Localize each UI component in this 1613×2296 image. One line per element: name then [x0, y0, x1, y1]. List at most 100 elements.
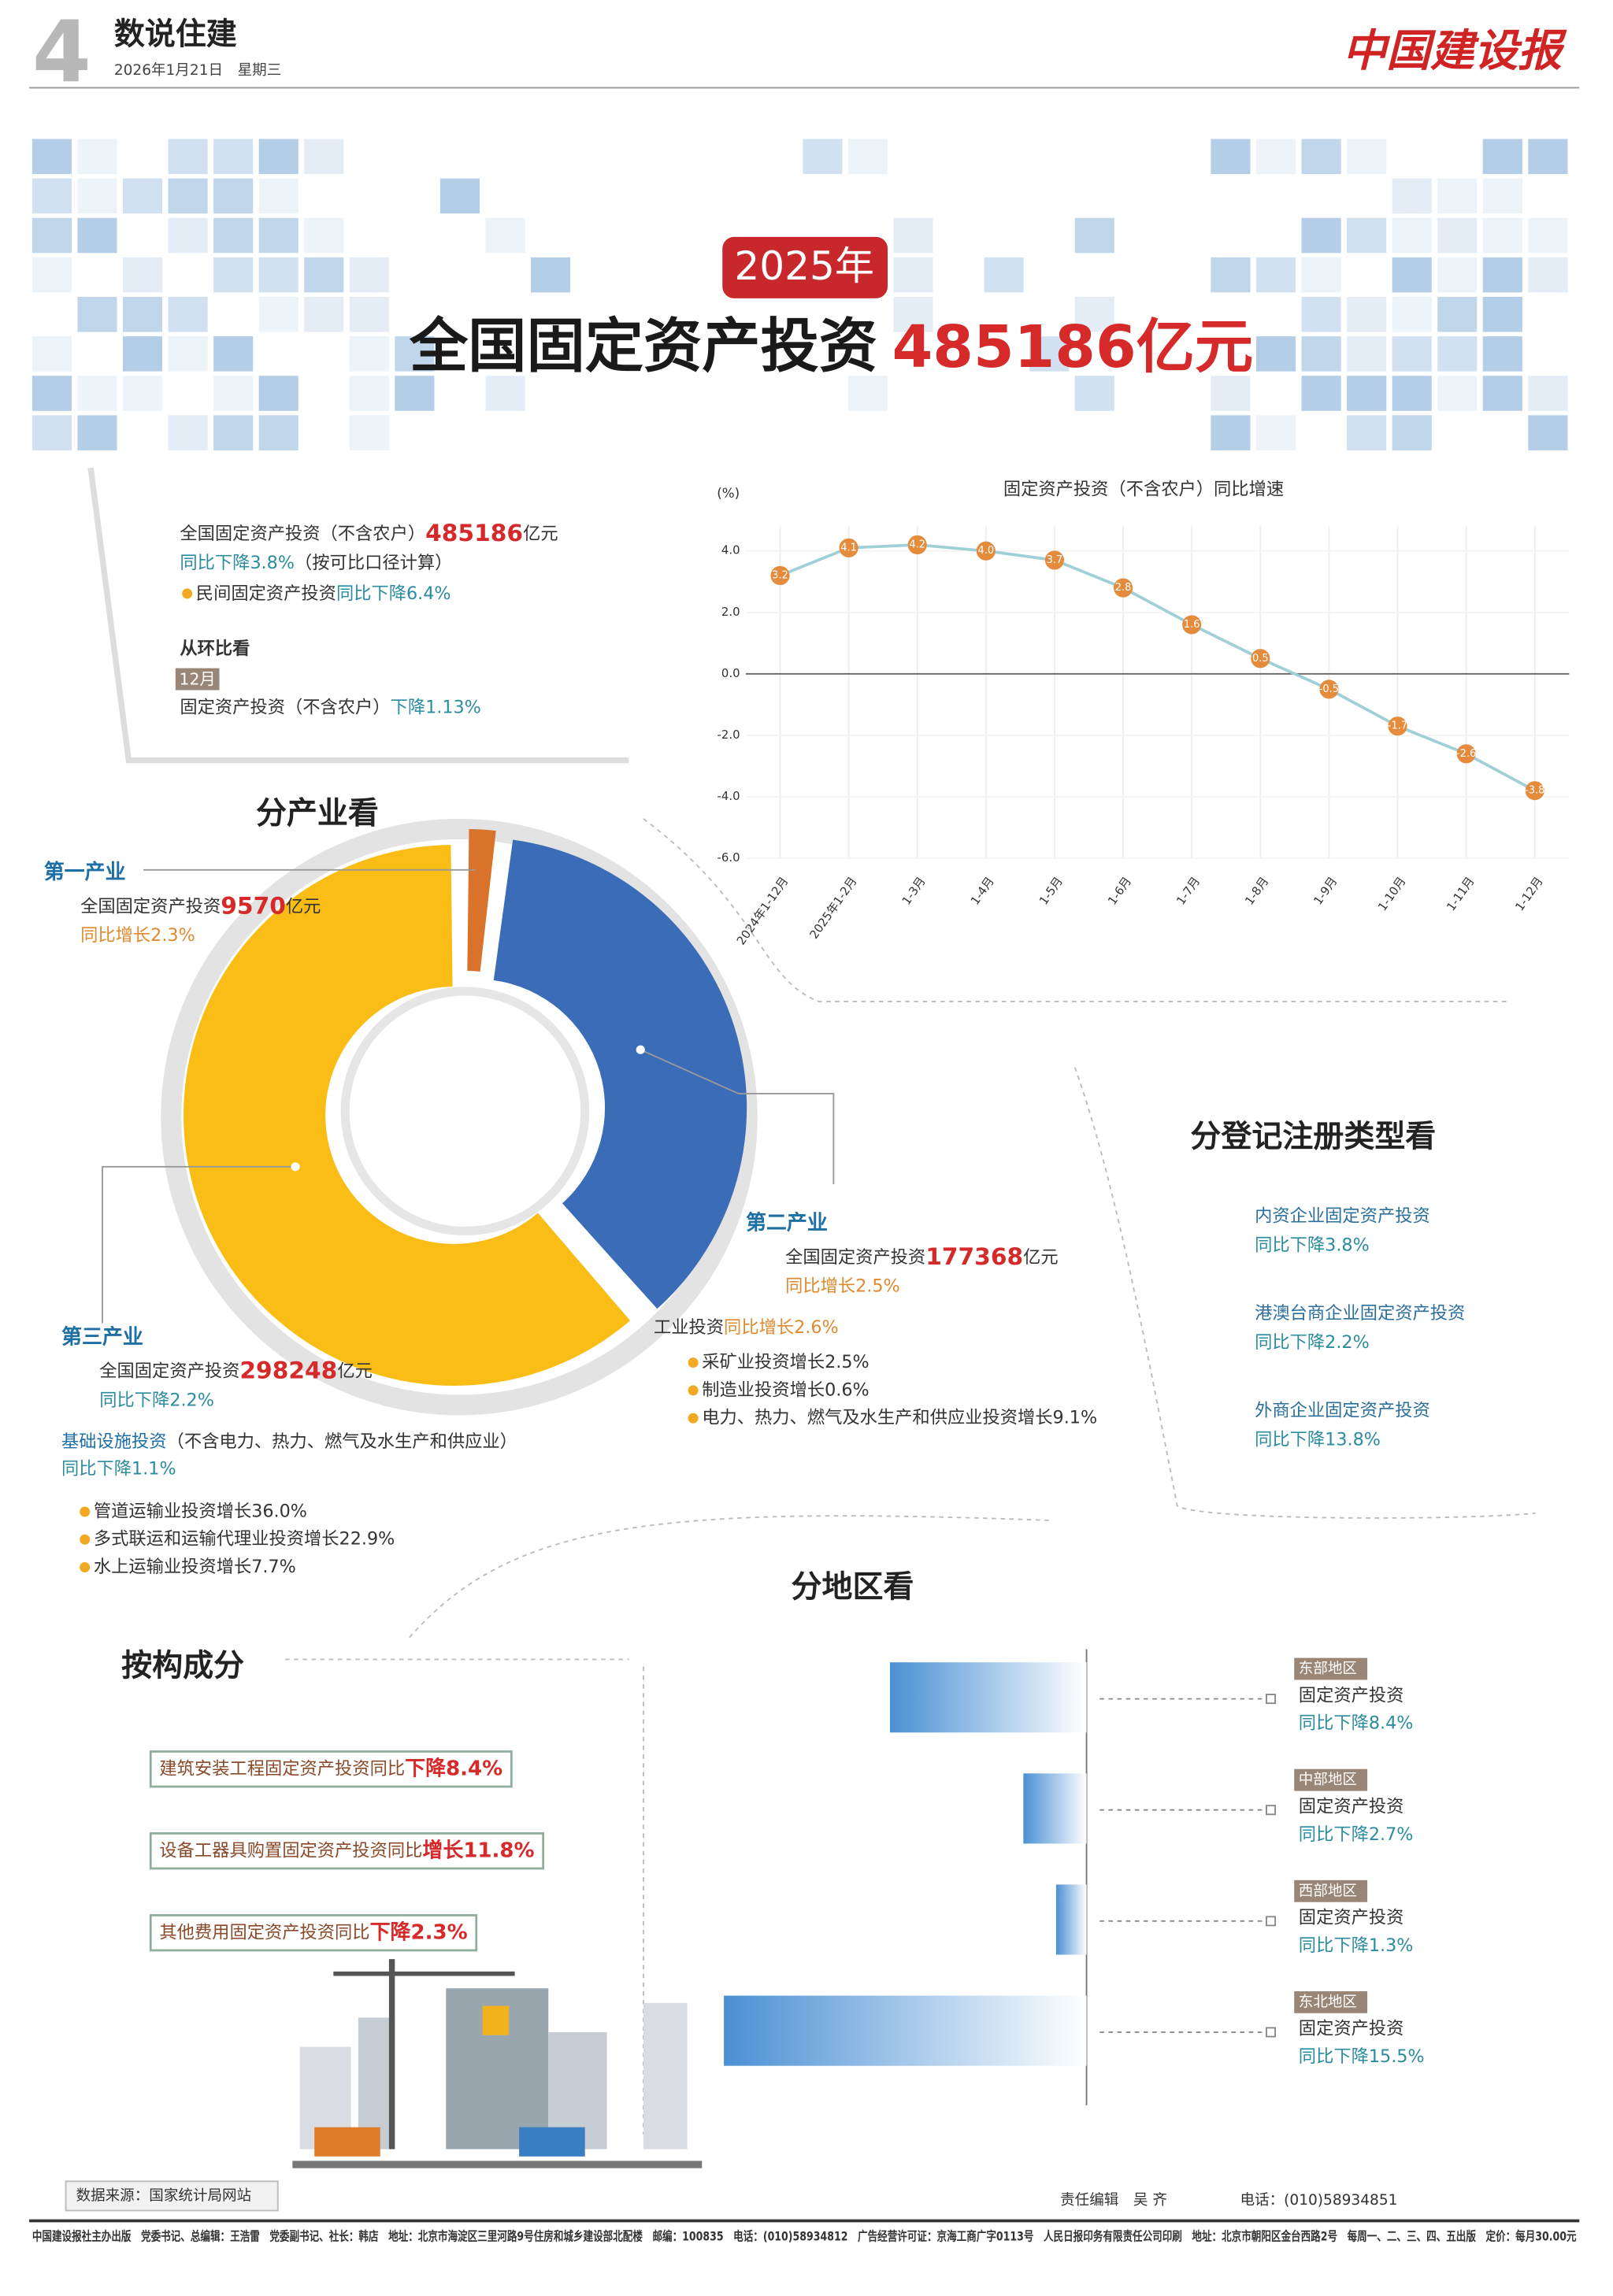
data-label: 3.7 — [1047, 554, 1063, 566]
mom-month: 12月 — [179, 669, 215, 688]
x-tick-label: 1-7月 — [1174, 874, 1203, 907]
infra-change: 同比下降1.1% — [61, 1459, 176, 1479]
mosaic-tile — [1528, 415, 1568, 450]
bullet — [80, 1562, 91, 1573]
bullet-list: 管道运输业投资增长36.0% 多式联运和运输代理业投资增长22.9% 水上运输业投资… — [80, 1501, 395, 1577]
mosaic-tile — [1301, 376, 1341, 411]
leader-dot — [636, 1045, 645, 1054]
x-tick-label: 1-12月 — [1512, 874, 1546, 913]
bar — [890, 1662, 1087, 1733]
text: 固定资产投资（不含农户） — [180, 697, 390, 717]
section-title: 数说住建 — [114, 16, 237, 52]
data-label: 4.1 — [840, 542, 857, 554]
mosaic-tile — [485, 376, 525, 411]
imprint: 中国建设报社主办出版 党委书记、总编辑：王浩雷 党委副书记、社长：韩店 地址：北… — [32, 2228, 1577, 2243]
source-box — [65, 2180, 279, 2212]
mosaic-tile — [32, 257, 72, 293]
point-marker — [1182, 615, 1202, 635]
registration-change: 同比下降13.8% — [1255, 1429, 1381, 1450]
change: 下降8.4% — [405, 1757, 502, 1780]
mosaic-tile — [1437, 376, 1478, 411]
mosaic-tile — [213, 257, 254, 293]
unit: 亿元 — [1023, 1246, 1059, 1267]
mosaic-tile — [168, 217, 208, 254]
mosaic-tile — [531, 257, 571, 293]
summary-private: 民间固定资产投资同比下降6.4% — [196, 583, 451, 603]
mosaic-tile — [258, 139, 298, 175]
section-heading: 分产业看 — [256, 795, 379, 831]
connector-end — [1266, 1916, 1277, 1927]
connector-end — [1266, 2027, 1277, 2038]
data-label: -2.6 — [1456, 748, 1476, 760]
mosaic-tile — [893, 296, 933, 332]
composition-text: 其他费用固定资产投资同比下降2.3% — [159, 1920, 467, 1944]
mosaic-tile — [803, 139, 843, 175]
ground — [292, 2161, 703, 2168]
bullet-text: 水上运输业投资增长7.7% — [94, 1557, 296, 1577]
text: 全国固定资产投资 — [80, 896, 221, 917]
composition-box — [149, 1914, 478, 1952]
industry-change: 同比增长2.3% — [80, 925, 195, 946]
unit: 亿元 — [286, 896, 321, 917]
infra-line: 基础设施投资（不含电力、热力、燃气及水生产和供应业） — [61, 1431, 517, 1451]
year-badge — [722, 236, 888, 298]
mosaic-tile — [213, 415, 254, 450]
mosaic-tile — [258, 376, 298, 411]
region-label: 固定资产投资 — [1299, 1908, 1404, 1928]
point-marker — [839, 538, 858, 557]
mosaic-tile — [847, 139, 888, 175]
composition-box — [149, 1832, 545, 1870]
donut-segment — [467, 828, 496, 972]
mom-line: 固定资产投资（不含农户）下降1.13% — [180, 697, 480, 717]
line-chart: 2024年1-12月 2025年1-2月 1-3月 1-4月 1-5月 1-6月 1-7月 1… — [718, 526, 1570, 947]
mosaic-tile — [77, 376, 117, 411]
bullet — [688, 1357, 699, 1368]
region-name: 中部地区 — [1299, 1772, 1357, 1788]
y-tick-label: -2.0 — [718, 728, 740, 742]
composition-text: 建筑安装工程固定资产投资同比下降8.4% — [159, 1757, 502, 1780]
section-heading: 按构成分 — [121, 1648, 244, 1684]
bullet — [80, 1534, 91, 1545]
mosaic-tile — [1482, 296, 1522, 332]
bullet-text: 制造业投资增长0.6% — [702, 1379, 869, 1400]
registration-label: 内资企业固定资产投资 — [1255, 1205, 1430, 1226]
mosaic-tile — [1482, 139, 1522, 175]
y-tick-label: 0.0 — [721, 666, 740, 680]
mosaic-tile — [32, 376, 72, 411]
mosaic-tile — [847, 376, 888, 411]
connector-end — [1266, 1694, 1277, 1705]
registration-change: 同比下降3.8% — [1255, 1235, 1370, 1256]
mosaic-tile — [1301, 296, 1341, 332]
mosaic-tile — [32, 178, 72, 214]
mosaic-tile — [1255, 139, 1296, 175]
point-marker — [770, 565, 790, 586]
region-label: 固定资产投资 — [1299, 1685, 1404, 1705]
mosaic-tile — [1482, 178, 1522, 214]
text: 工业投资 — [654, 1317, 724, 1338]
change: 下降2.3% — [370, 1920, 468, 1944]
data-label: 4.2 — [909, 539, 925, 550]
region-name: 东北地区 — [1299, 1994, 1357, 2010]
donut-segment — [184, 844, 631, 1386]
registration-label: 外商企业固定资产投资 — [1255, 1400, 1430, 1420]
region-name: 西部地区 — [1299, 1883, 1357, 1899]
line-chart-title: 固定资产投资（不含农户）同比增速 — [1003, 480, 1284, 500]
data-label: -0.5 — [1319, 683, 1339, 695]
mosaic-tile — [1528, 217, 1568, 254]
line-series — [779, 543, 1536, 792]
y-axis-unit: (%) — [717, 485, 740, 501]
mosaic-tile — [32, 217, 72, 254]
mosaic-tile — [1528, 139, 1568, 175]
bullet — [80, 1506, 91, 1517]
mosaic-tile — [1347, 336, 1387, 372]
building — [482, 2005, 510, 2035]
composition-text: 设备工器具购置固定资产投资同比增长11.8% — [159, 1838, 534, 1862]
region-tag — [1294, 1768, 1368, 1791]
mosaic-tile — [349, 336, 389, 372]
mosaic-tile — [258, 217, 298, 254]
industry-name: 第三产业 — [61, 1325, 143, 1350]
mosaic-tile — [168, 296, 208, 332]
note: （不含电力、热力、燃气及水生产和供应业） — [167, 1431, 517, 1451]
